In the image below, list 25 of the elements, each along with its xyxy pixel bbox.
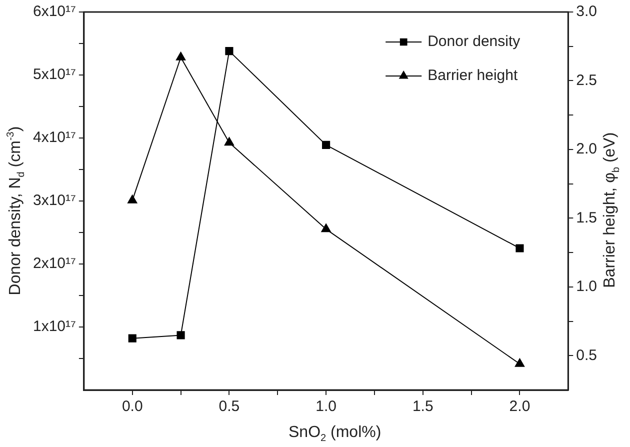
- y-tick-label: 3x10¹⁷: [32, 192, 76, 210]
- y-tick-label: 4x10¹⁷: [32, 129, 76, 146]
- y-tick-label: 6x10¹⁷: [32, 3, 76, 20]
- x-tick-label: 2.0: [509, 398, 530, 416]
- legend-label: Donor density: [428, 33, 521, 50]
- y2-tick-label: 1.5: [576, 209, 598, 226]
- point: [176, 52, 186, 60]
- y2-tick-label: 0.5: [576, 346, 598, 364]
- x-tick-label: 1.5: [412, 398, 434, 416]
- y-tick-label: 1x10¹⁷: [32, 318, 76, 336]
- point: [128, 194, 138, 204]
- y-tick-label: 5x10¹⁷: [32, 66, 76, 84]
- y-tick-label: 2x10¹⁷: [32, 255, 76, 272]
- x-tick-label: 1.0: [316, 398, 336, 416]
- y2-tick-label: 1.0: [576, 278, 598, 296]
- point: [321, 224, 331, 232]
- point: [514, 358, 525, 367]
- y2-tick-label: 3.0: [576, 3, 598, 20]
- y2-tick-label: 2.0: [576, 140, 598, 158]
- x-tick-label: 0.0: [122, 398, 143, 416]
- x-tick-label: 0.5: [218, 398, 240, 416]
- x-axis-title: SnO$_{2}$ (mol%): [288, 424, 382, 444]
- y2-tick-label: 2.5: [576, 72, 598, 89]
- point: [224, 137, 234, 146]
- legend-label: Barrier height: [428, 67, 518, 84]
